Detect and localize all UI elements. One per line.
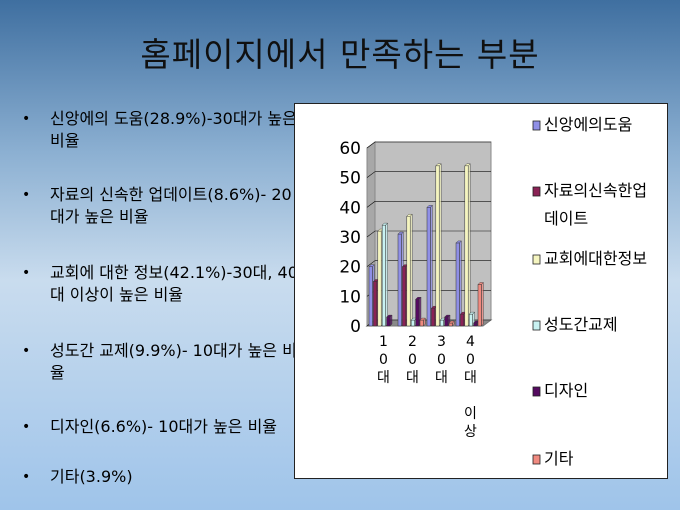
bar-top — [386, 314, 393, 318]
legend-swatch — [532, 254, 541, 265]
bullet-dot-icon: • — [22, 469, 31, 485]
bar-top — [415, 297, 422, 300]
bar — [460, 313, 465, 327]
bar — [477, 284, 482, 327]
bar — [431, 307, 436, 327]
bar — [402, 266, 407, 327]
bullet-text: 신앙에의 도움(28.9%)-30대가 높은 비율 — [50, 109, 297, 150]
legend-label: 자료의신속한업 데이트 — [544, 181, 647, 228]
bullet-dot-icon: • — [22, 111, 31, 127]
legend-label: 디자인 — [544, 381, 588, 400]
bullet-dot-icon: • — [22, 419, 31, 435]
bullet-text: 자료의 신속한 업데이트(8.6%)- 20대가 높은 비율 — [50, 185, 292, 226]
bar — [435, 165, 440, 327]
bar-top — [381, 222, 389, 226]
legend-swatch — [532, 320, 541, 331]
bullet-text: 기타(3.9%) — [50, 467, 133, 486]
bar-top — [455, 240, 462, 244]
bar-side — [438, 163, 442, 327]
bar-side — [385, 222, 388, 327]
bar — [426, 207, 431, 327]
bullet-dot-icon: • — [22, 265, 31, 281]
bar-top — [435, 163, 442, 166]
bar — [386, 316, 391, 327]
bar — [439, 319, 444, 327]
bar-side — [467, 163, 471, 327]
bar — [373, 281, 378, 327]
bar-top — [468, 311, 476, 315]
legend-label: 신앙에의도움 — [544, 115, 632, 134]
legend-swatch — [532, 454, 541, 465]
bar — [468, 313, 473, 327]
y-tick-label: 20 — [339, 258, 361, 278]
bar-chart: 0 10 20 30 40 50 60 1 0 대 2 0 대 3 0 대 4 0 대 이 상 신앙에의도움자료의신속한… — [339, 115, 647, 468]
gridline — [366, 201, 491, 208]
bar-top — [397, 231, 404, 235]
bar-side — [409, 213, 413, 327]
bar-side — [481, 281, 484, 327]
y-tick-label: 30 — [339, 228, 361, 248]
bar — [473, 322, 478, 327]
bar — [406, 215, 411, 327]
y-tick-label: 50 — [339, 169, 361, 189]
bar-top — [477, 282, 484, 285]
bullet-text: 교회에 대한 정보(42.1%)-30대, 40대 이상이 높은 비율 — [50, 263, 298, 304]
legend-swatch — [532, 386, 541, 397]
bar-top — [444, 314, 451, 318]
bar — [444, 316, 449, 327]
gridline — [366, 230, 491, 238]
bar — [410, 319, 415, 327]
bullet-dot-icon: • — [22, 187, 31, 203]
bar — [377, 230, 382, 327]
gridline — [366, 171, 491, 178]
bar-top — [426, 205, 433, 208]
gridline — [366, 260, 491, 267]
legend-swatch — [532, 120, 541, 131]
legend-label: 기타 — [544, 449, 574, 468]
y-tick-label: 10 — [339, 287, 361, 307]
bullet-dot-icon: • — [22, 343, 31, 359]
bar — [455, 242, 460, 327]
legend-label: 성도간교제 — [544, 315, 618, 334]
y-tick-label: 60 — [339, 139, 361, 159]
slide-title: 홈페이지에서 만족하는 부분 — [140, 35, 540, 74]
bar-top — [368, 264, 375, 267]
bar-top — [448, 320, 455, 324]
y-tick-label: 0 — [350, 317, 361, 337]
bar — [415, 299, 420, 327]
bullet-text: 디자인(6.6%)- 10대가 높은 비율 — [50, 417, 278, 436]
y-tick-label: 40 — [339, 198, 361, 218]
bar — [397, 233, 402, 327]
bar — [464, 165, 469, 327]
bullet-text: 성도간 교제(9.9%)- 10대가 높은 비율 — [50, 341, 297, 382]
bar — [419, 319, 424, 327]
bar-top — [464, 163, 471, 166]
bar-top — [406, 214, 413, 217]
legend-label: 교회에대한정보 — [544, 249, 647, 268]
bar — [381, 224, 386, 327]
bar — [368, 266, 373, 327]
gridline — [366, 141, 491, 149]
legend-swatch — [532, 186, 541, 197]
bar-top — [419, 317, 426, 321]
bar — [448, 322, 453, 327]
